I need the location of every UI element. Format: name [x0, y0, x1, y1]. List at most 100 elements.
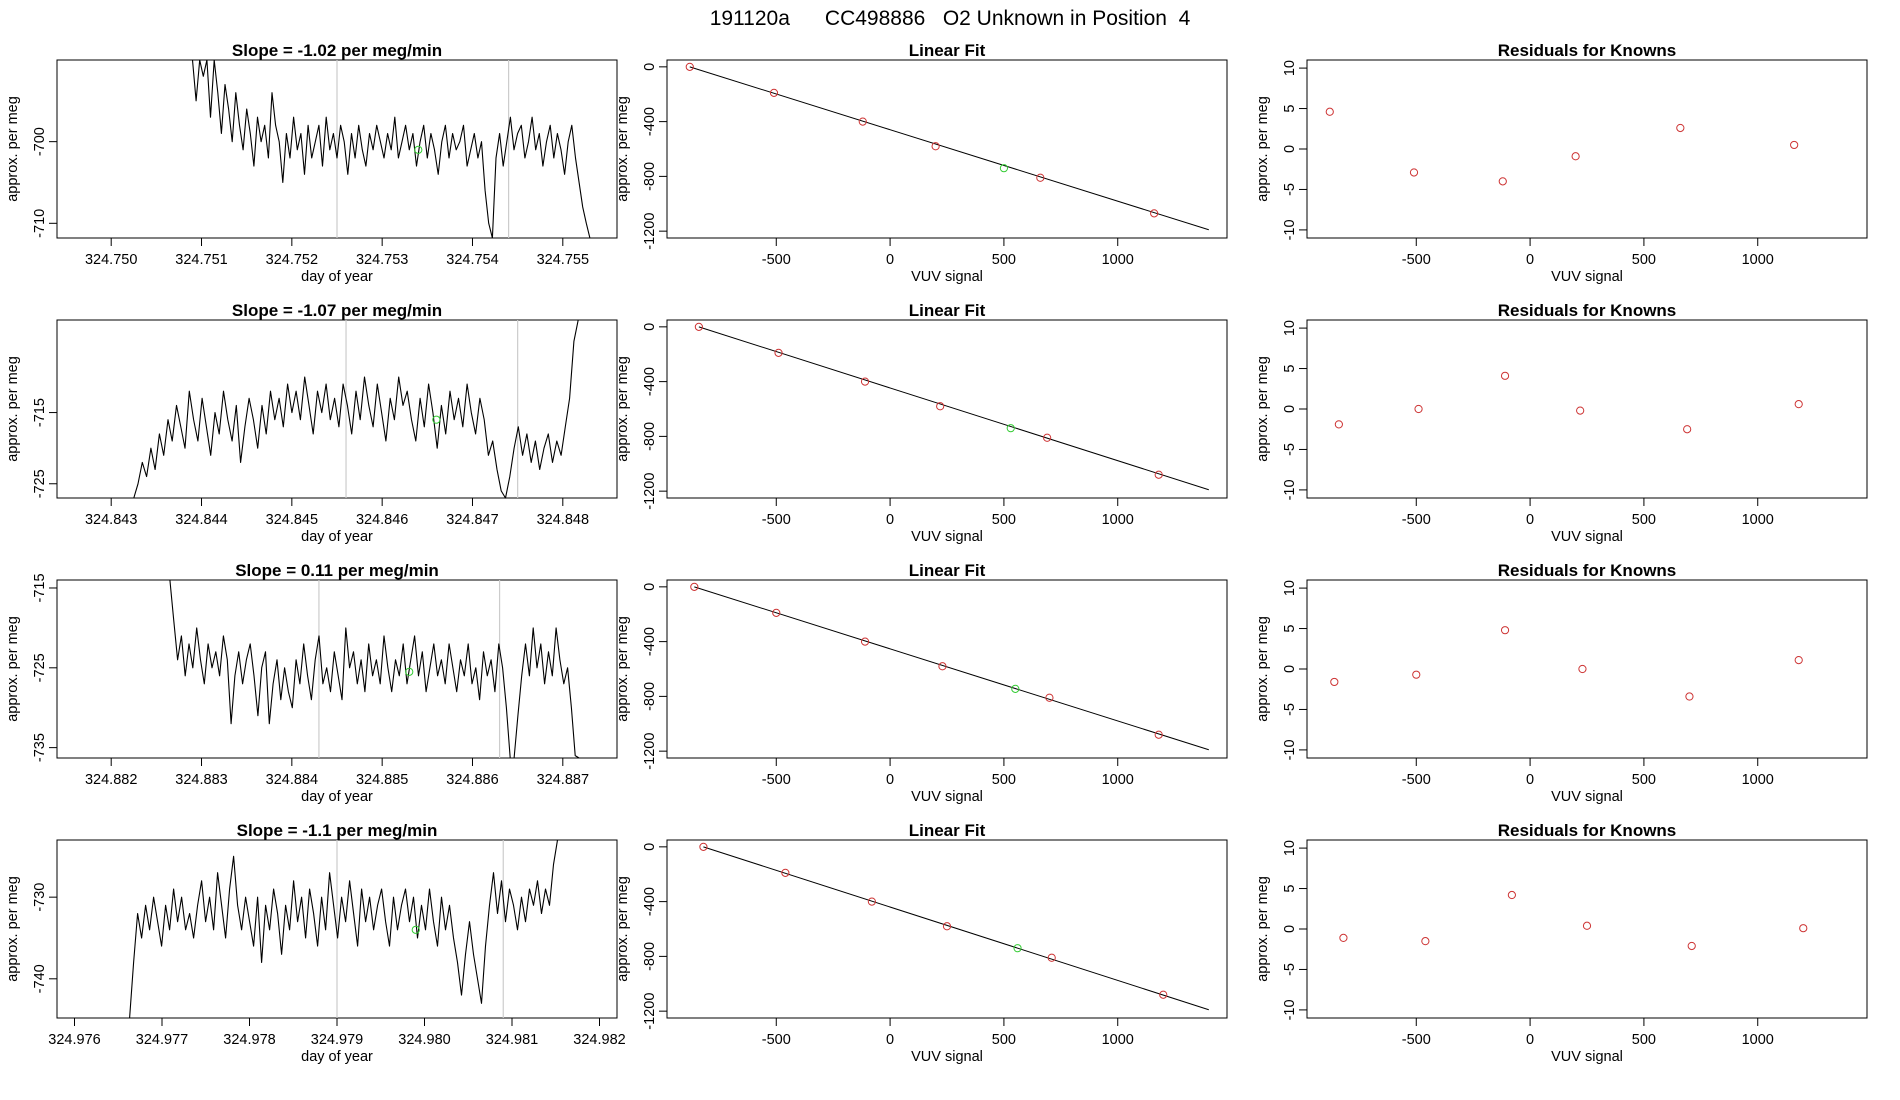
- x-tick-label: 500: [1632, 772, 1656, 788]
- panel-3-1: Slope = 0.11 per meg/min 324.882 324.883 32…: [5, 561, 618, 805]
- y-tick-label: -700: [32, 127, 48, 156]
- y-tick-label: 10: [1282, 840, 1298, 856]
- x-tick-label: 324.845: [266, 512, 318, 528]
- x-tick-label: -500: [762, 772, 791, 788]
- known-point: [1325, 107, 1334, 116]
- y-tick-label: -400: [642, 627, 658, 656]
- panel-1-2: Linear Fit -500 0 500 1000 VUV signal 0 -400 -80…: [615, 41, 1228, 285]
- known-point: [694, 322, 703, 331]
- y-tick-label: -710: [32, 209, 48, 238]
- figure-title: 191120a CC498886 O2 Unknown in Position …: [710, 7, 1191, 30]
- y-tick-label: 5: [1282, 365, 1298, 373]
- x-tick-label: 324.884: [266, 772, 318, 788]
- known-point: [1414, 404, 1423, 414]
- known-point: [858, 117, 867, 126]
- y-tick-label: 10: [1282, 60, 1298, 76]
- y-tick-label: -1200: [642, 473, 658, 510]
- x-axis-label: day of year: [301, 529, 373, 545]
- plot-frame: [1306, 579, 1868, 759]
- y-tick-label: -10: [1282, 219, 1298, 240]
- y-tick-label: -400: [642, 887, 658, 916]
- plot-frame: [56, 319, 618, 499]
- y-tick-label: 0: [1282, 145, 1298, 153]
- x-tick-label: 324.978: [223, 1032, 275, 1048]
- x-tick-label: 324.754: [446, 252, 498, 268]
- known-point: [860, 377, 870, 386]
- unknown-mean-point: [414, 145, 423, 154]
- y-tick-label: -1200: [642, 993, 658, 1030]
- known-point: [1498, 177, 1507, 186]
- signal-trace: [133, 319, 579, 499]
- known-point: [1409, 168, 1419, 177]
- x-tick-label: -500: [1402, 1032, 1431, 1048]
- x-tick-label: 324.751: [175, 252, 227, 268]
- x-tick-label: 0: [886, 252, 894, 268]
- y-axis-label: approx. per meg: [5, 356, 21, 462]
- panel-2-3: Residuals for Knowns -500 0 500 1000 VUV sign…: [1255, 301, 1868, 545]
- known-point: [1500, 626, 1510, 635]
- y-tick-label: 0: [642, 323, 658, 331]
- x-tick-label: 500: [1632, 512, 1656, 528]
- known-point: [1334, 420, 1343, 429]
- y-tick-label: -10: [1282, 479, 1298, 500]
- y-tick-label: -800: [642, 942, 658, 971]
- known-point: [1150, 209, 1159, 218]
- known-point: [772, 608, 781, 617]
- y-tick-label: 0: [1282, 665, 1298, 673]
- panel-grid: Slope = -1.02 per meg/min 324.750 324.751 3…: [5, 41, 1868, 1065]
- x-tick-label: 324.976: [48, 1032, 100, 1048]
- x-axis-label: VUV signal: [1551, 529, 1623, 545]
- known-point: [938, 662, 947, 671]
- x-tick-label: -500: [1402, 512, 1431, 528]
- x-tick-label: -500: [1402, 252, 1431, 268]
- x-tick-label: 0: [1526, 252, 1534, 268]
- fit-line: [698, 326, 1209, 491]
- x-tick-label: 0: [1526, 512, 1534, 528]
- x-tick-label: 324.887: [537, 772, 589, 788]
- x-axis-label: day of year: [301, 269, 373, 285]
- y-tick-label: -800: [642, 682, 658, 711]
- known-point: [936, 402, 945, 411]
- known-point: [860, 637, 870, 646]
- y-tick-label: -800: [642, 162, 658, 191]
- x-tick-label: 324.753: [356, 252, 408, 268]
- y-axis-label: approx. per meg: [1255, 356, 1271, 462]
- y-axis-label: approx. per meg: [5, 876, 21, 982]
- known-point: [769, 88, 779, 97]
- y-tick-label: -1200: [642, 213, 658, 250]
- x-axis-label: VUV signal: [911, 529, 983, 545]
- x-tick-label: 1000: [1102, 252, 1134, 268]
- x-tick-label: -500: [1402, 772, 1431, 788]
- known-point: [1790, 140, 1799, 150]
- unknown-mean-point: [432, 415, 441, 424]
- known-point: [931, 142, 940, 151]
- panel-title: Slope = -1.02 per meg/min: [232, 41, 442, 60]
- known-point: [1582, 921, 1592, 930]
- x-tick-label: 324.977: [136, 1032, 188, 1048]
- x-axis-label: VUV signal: [911, 1049, 983, 1065]
- known-point: [1421, 937, 1430, 946]
- y-tick-label: 0: [1282, 405, 1298, 413]
- known-point: [1685, 692, 1694, 701]
- known-point: [1794, 400, 1803, 409]
- panel-title: Linear Fit: [909, 821, 986, 840]
- known-point: [1047, 953, 1056, 962]
- x-tick-label: 1000: [1742, 512, 1774, 528]
- x-tick-label: 324.750: [85, 252, 137, 268]
- known-point: [1676, 123, 1685, 133]
- fit-line: [703, 846, 1209, 1011]
- y-tick-label: -10: [1282, 999, 1298, 1020]
- panel-1-1: Slope = -1.02 per meg/min 324.750 324.751 3…: [5, 41, 618, 285]
- x-tick-label: 324.752: [266, 252, 318, 268]
- x-tick-label: 324.979: [311, 1032, 363, 1048]
- y-tick-label: -5: [1282, 963, 1298, 976]
- known-point: [1043, 433, 1052, 442]
- x-tick-label: 0: [1526, 772, 1534, 788]
- y-tick-label: -715: [32, 573, 48, 602]
- known-point: [774, 348, 783, 357]
- x-tick-label: 0: [886, 772, 894, 788]
- x-tick-label: 500: [1632, 1032, 1656, 1048]
- y-tick-label: -730: [32, 883, 48, 912]
- x-tick-label: 324.846: [356, 512, 408, 528]
- x-tick-label: 1000: [1742, 252, 1774, 268]
